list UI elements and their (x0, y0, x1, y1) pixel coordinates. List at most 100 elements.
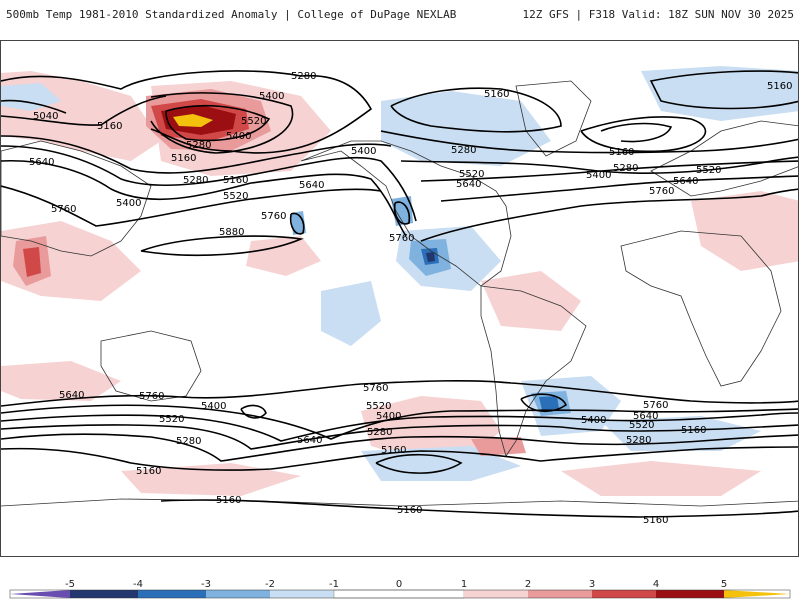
contour-label: 5640 (59, 390, 84, 401)
contour-5160-south (1, 446, 798, 471)
anomaly-positive-area (1, 361, 121, 401)
contour-label: 5880 (219, 227, 244, 238)
contour-label: 5640 (633, 411, 658, 422)
contour-5760-baja (393, 201, 411, 225)
contour-5640-pac (1, 159, 407, 237)
contour-label: 5520 (696, 165, 721, 176)
colorbar-segment-neg4 (70, 590, 138, 598)
contour-label: 5400 (116, 198, 141, 209)
contour-label: 5280 (176, 436, 201, 447)
anomaly-positive-area (246, 236, 321, 276)
anomaly-negative-extreme (426, 252, 435, 262)
map-title: 500mb Temp 1981-2010 Standardized Anomal… (6, 8, 457, 21)
colorbar-segment-pos1 (464, 590, 528, 598)
contour-5520-aleut (165, 104, 271, 142)
colorbar-tick-label: 0 (396, 579, 402, 590)
coast-north-america (300, 140, 512, 287)
contour-label: 5760 (261, 211, 286, 222)
map-panel[interactable]: 5280 5400 5520 5400 5280 5160 5040 5160 … (0, 40, 799, 557)
contour-label: 5160 (171, 153, 196, 164)
contour-5160-europe (600, 122, 673, 143)
contour-label: 5160 (681, 425, 706, 436)
contour-label: 5640 (299, 180, 324, 191)
colorbar-segment-pos2 (528, 590, 592, 598)
anomaly-positive-area (121, 463, 301, 496)
contour-5640-na-east (440, 175, 798, 202)
contour-label: 5400 (581, 415, 606, 426)
contour-label: 5160 (643, 515, 668, 526)
colorbar-tick-label: 2 (525, 579, 531, 590)
contour-label: 5520 (223, 191, 248, 202)
anomaly-positive-area (481, 271, 581, 331)
contour-label: 5520 (629, 420, 654, 431)
anomaly-positive-medium (471, 437, 526, 456)
contour-label: 5040 (33, 111, 58, 122)
contour-label: 5640 (297, 435, 322, 446)
contour-5040-north (1, 99, 67, 114)
anomaly-negative-area (1, 83, 61, 111)
contour-label: 5160 (397, 505, 422, 516)
contour-label: 5280 (451, 145, 476, 156)
contour-label: 5760 (649, 186, 674, 197)
contour-5400-pac (1, 135, 392, 174)
coast-asia-west (1, 140, 152, 257)
contour-label: 5760 (389, 233, 414, 244)
contour-label: 5760 (139, 391, 164, 402)
contour-5520-south (1, 412, 798, 442)
contour-5760-small (289, 212, 305, 235)
anomaly-positive-area (561, 461, 761, 496)
colorbar-tick-label: -1 (329, 579, 339, 590)
anomaly-shading (1, 66, 798, 496)
contour-5760-south (1, 379, 798, 407)
colorbar-segment-neutral (333, 589, 465, 599)
contour-5280-lowring (240, 404, 267, 419)
contour-label: 5400 (376, 411, 401, 422)
colorbar-tick-label: -4 (133, 579, 143, 590)
contour-label: 5520 (366, 401, 391, 412)
coast-europe (650, 120, 798, 197)
header-bar: 500mb Temp 1981-2010 Standardized Anomal… (0, 0, 800, 36)
contour-5160-north (1, 95, 167, 126)
contour-label: 5640 (456, 179, 481, 190)
contour-label: 5760 (363, 383, 388, 394)
contour-label: 5160 (223, 175, 248, 186)
anomaly-negative-area (381, 91, 551, 166)
height-contours (1, 70, 798, 518)
colorbar-tick-label: -3 (201, 579, 211, 590)
colorbar-segment-pos4 (656, 590, 724, 598)
contour-label: 5280 (291, 71, 316, 82)
coast-australia (100, 330, 202, 402)
contour-label: 5520 (159, 414, 184, 425)
contour-label: 5280 (183, 175, 208, 186)
contour-5880-pac (140, 235, 304, 256)
contour-label: 5400 (201, 401, 226, 412)
contour-5760-pac (1, 185, 382, 227)
colorbar-tick-label: -2 (265, 579, 275, 590)
contour-5400-na-east (400, 156, 798, 175)
contour-label: 5280 (186, 140, 211, 151)
coast-antarctica (1, 498, 798, 507)
contour-label: 5160 (216, 495, 241, 506)
colorbar-segment-pos3 (592, 590, 656, 598)
contour-5160-antarctic (160, 499, 798, 518)
contour-label: 5280 (626, 435, 651, 446)
model-run-info: 12Z GFS | F318 Valid: 18Z SUN NOV 30 202… (522, 8, 794, 21)
coast-africa (620, 230, 782, 387)
contour-5280-na-east (380, 130, 798, 154)
contour-label: 5160 (97, 121, 122, 132)
contour-label: 5400 (351, 146, 376, 157)
colorbar-max-arrow (724, 590, 790, 598)
contour-label: 5400 (226, 131, 251, 142)
contour-5280-europe (580, 116, 707, 153)
colorbar-segment-neg3 (138, 590, 206, 598)
contour-5400-aleut (150, 92, 294, 154)
anomaly-positive-max (173, 114, 213, 127)
map-canvas: 5280 5400 5520 5400 5280 5160 5040 5160 … (1, 66, 798, 526)
anomaly-negative-area (321, 281, 381, 346)
colorbar-tick-label: 4 (653, 579, 659, 590)
contour-label: 5640 (29, 157, 54, 168)
contour-label: 5160 (136, 466, 161, 477)
colorbar-tick-label: -5 (65, 579, 75, 590)
contour-5160-polar (390, 87, 562, 133)
contour-5760-na-east (420, 188, 798, 242)
